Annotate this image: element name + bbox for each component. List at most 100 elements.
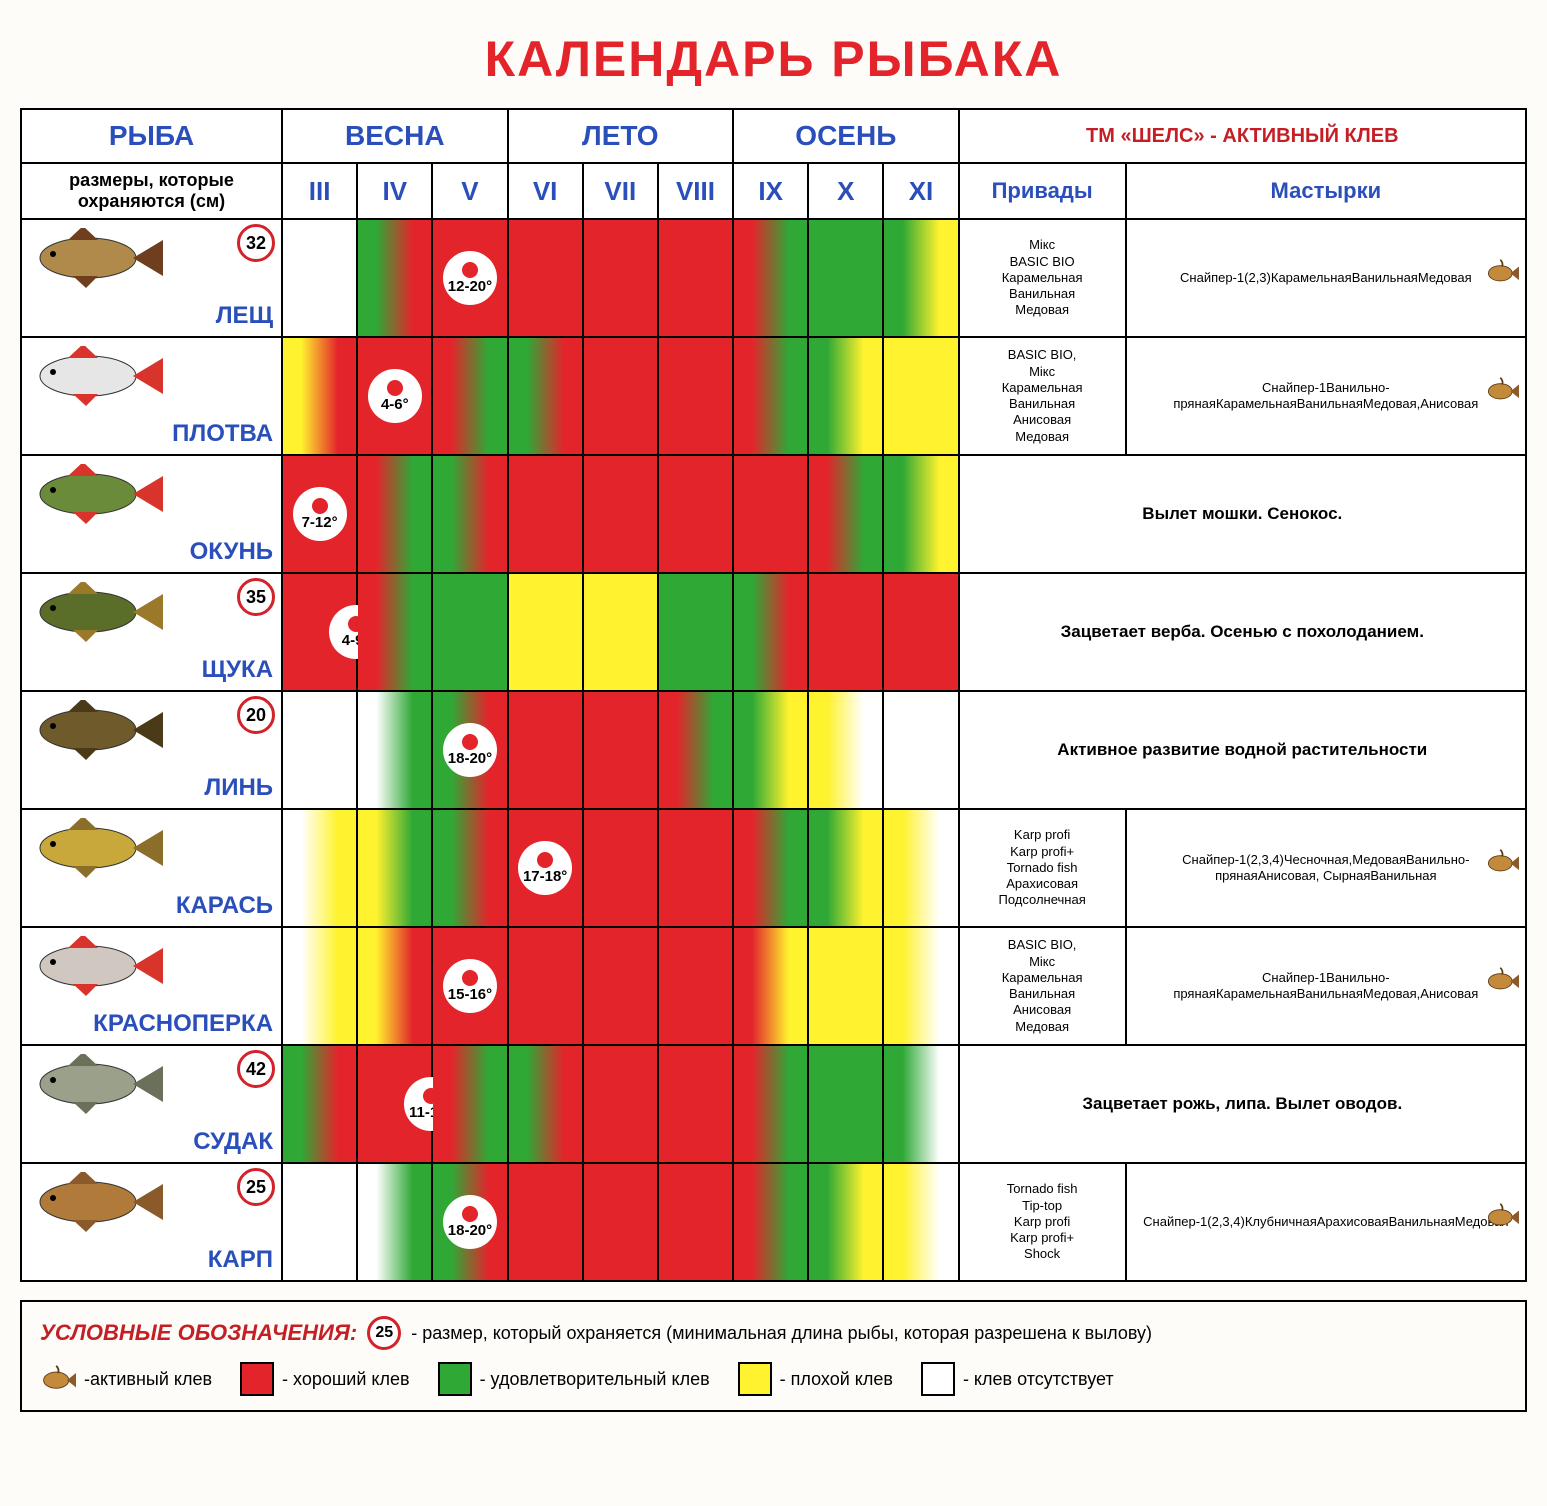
month-cell — [432, 455, 507, 573]
month-cell — [808, 691, 883, 809]
month-cell — [883, 455, 958, 573]
month-cell — [733, 455, 808, 573]
month-cell — [883, 927, 958, 1045]
month-cell — [658, 1163, 733, 1281]
privady-cell: МіксBASIC BIOКарамельнаяВанильнаяМедовая — [959, 219, 1126, 337]
mastyrki-cell: Снайпер-1(2,3)КарамельнаяВанильнаяМедова… — [1126, 219, 1526, 337]
month-cell — [658, 337, 733, 455]
month-cell — [282, 809, 357, 927]
month-cell — [883, 219, 958, 337]
fish-row: ПЛОТВА 4-6°BASIC BIO,МіксКарамельнаяВани… — [21, 337, 1526, 455]
month-cell — [357, 691, 432, 809]
fish-name: ОКУНЬ — [190, 538, 273, 566]
month-cell — [658, 927, 733, 1045]
month-11: XI — [883, 163, 958, 219]
month-cell — [733, 691, 808, 809]
fish-row: КАРАСЬ 17-18° Karp profiKarp profi+Tornad… — [21, 809, 1526, 927]
month-cell: 11-15° — [357, 1045, 432, 1163]
month-cell — [583, 927, 658, 1045]
note-cell: Зацветает верба. Осенью с похолоданием. — [959, 573, 1526, 691]
fish-row: 20ЛИНЬ 18-20°Активное развитие водной ра… — [21, 691, 1526, 809]
month-cell — [508, 1045, 583, 1163]
mastyrki-cell: Снайпер-1(2,3,4)КлубничнаяАрахисоваяВани… — [1126, 1163, 1526, 1281]
fish-name: ЛЕЩ — [216, 302, 273, 330]
size-badge: 42 — [237, 1050, 275, 1088]
fish-name: ЛИНЬ — [204, 774, 273, 802]
month-cell — [583, 573, 658, 691]
month-cell: 4-6° — [357, 337, 432, 455]
month-cell — [583, 337, 658, 455]
month-cell — [508, 691, 583, 809]
month-cell — [583, 1163, 658, 1281]
bait-fish-icon — [1485, 376, 1519, 403]
fish-cell: КАРАСЬ — [21, 809, 282, 927]
fish-cell: 25КАРП — [21, 1163, 282, 1281]
fish-cell: ОКУНЬ — [21, 455, 282, 573]
legend-size-text: - размер, который охраняется (минимальна… — [411, 1323, 1152, 1344]
month-cell — [658, 691, 733, 809]
month-cell — [808, 927, 883, 1045]
month-cell — [432, 1045, 507, 1163]
month-cell — [282, 1045, 357, 1163]
fish-icon — [28, 464, 168, 524]
fish-row: 35ЩУКА 4-9°Зацветает верба. Осенью с пох… — [21, 573, 1526, 691]
month-cell — [508, 927, 583, 1045]
month-8: VIII — [658, 163, 733, 219]
spawn-marker: 12-20° — [443, 251, 497, 305]
month-cell — [432, 809, 507, 927]
month-cell — [508, 219, 583, 337]
month-4: IV — [357, 163, 432, 219]
spawn-marker: 7-12° — [293, 487, 347, 541]
month-cell — [583, 219, 658, 337]
mastyrki-cell: Снайпер-1Ванильно-прянаяКарамельнаяВанил… — [1126, 927, 1526, 1045]
month-cell — [883, 1045, 958, 1163]
month-cell — [883, 691, 958, 809]
fish-name: СУДАК — [193, 1128, 273, 1156]
month-cell: 15-16° — [432, 927, 507, 1045]
season-spring: ВЕСНА — [282, 109, 508, 163]
month-cell — [808, 337, 883, 455]
month-cell — [733, 219, 808, 337]
month-cell — [883, 809, 958, 927]
fish-name: КРАСНОПЕРКА — [93, 1010, 273, 1038]
month-cell: 12-20° — [432, 219, 507, 337]
month-cell: 18-20° — [432, 1163, 507, 1281]
legend-item: - плохой клев — [738, 1362, 893, 1396]
month-cell — [508, 573, 583, 691]
month-cell — [583, 691, 658, 809]
fish-row: 42СУДАК 11-15°Зацветает рожь, липа. Выле… — [21, 1045, 1526, 1163]
month-cell — [808, 809, 883, 927]
month-cell — [883, 337, 958, 455]
spawn-marker: 18-20° — [443, 723, 497, 777]
month-cell — [282, 337, 357, 455]
fish-cell: 20ЛИНЬ — [21, 691, 282, 809]
fish-icon — [28, 1172, 168, 1232]
month-cell — [357, 809, 432, 927]
calendar-table: РЫБА ВЕСНА ЛЕТО ОСЕНЬ ТМ «ШЕЛС» - АКТИВН… — [20, 108, 1527, 1282]
month-cell — [733, 809, 808, 927]
spawn-marker: 18-20° — [443, 1195, 497, 1249]
month-cell — [583, 809, 658, 927]
fish-row: 25КАРП 18-20°Tornado fishTip-topKarp pro… — [21, 1163, 1526, 1281]
month-9: IX — [733, 163, 808, 219]
month-cell — [282, 219, 357, 337]
month-10: X — [808, 163, 883, 219]
month-3: III — [282, 163, 357, 219]
fish-icon — [28, 936, 168, 996]
fish-cell: 32ЛЕЩ — [21, 219, 282, 337]
month-cell — [658, 219, 733, 337]
month-cell — [883, 1163, 958, 1281]
month-cell — [808, 1045, 883, 1163]
fish-icon — [28, 582, 168, 642]
month-cell — [733, 1163, 808, 1281]
privady-cell: Karp profiKarp profi+Tornado fishАрахисо… — [959, 809, 1126, 927]
privady-cell: BASIC BIO,МіксКарамельнаяВанильнаяАнисов… — [959, 927, 1126, 1045]
bait-col-2: Мастырки — [1126, 163, 1526, 219]
fish-row: КРАСНОПЕРКА 15-16° BASIC BIO,МіксКарамель… — [21, 927, 1526, 1045]
legend-item: - удовлетворительный клев — [438, 1362, 710, 1396]
spawn-marker: 17-18° — [518, 841, 572, 895]
month-cell — [357, 1163, 432, 1281]
fish-row: 32ЛЕЩ 12-20° МіксBASIC BIOКарамельнаяВани… — [21, 219, 1526, 337]
note-cell: Вылет мошки. Сенокос. — [959, 455, 1526, 573]
month-cell — [733, 1045, 808, 1163]
